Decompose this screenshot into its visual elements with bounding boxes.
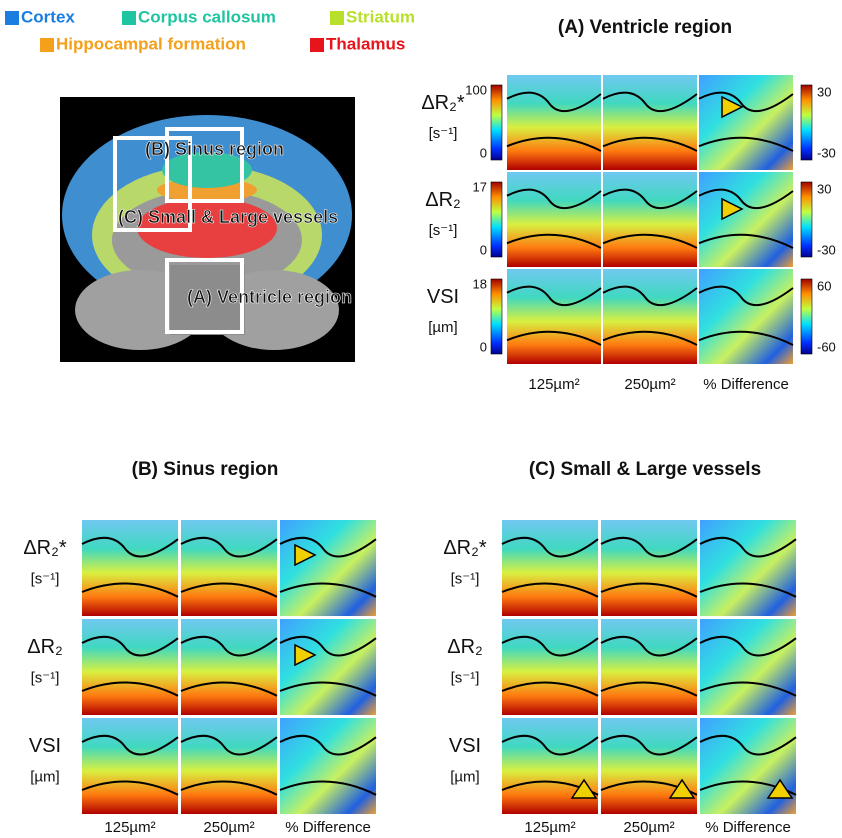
map-tile <box>280 619 376 715</box>
map-tile <box>502 520 598 616</box>
column-label: 125µm² <box>104 819 155 836</box>
row-unit: [s⁻¹] <box>429 125 458 142</box>
map-tile <box>82 520 178 616</box>
colorbar-min: 0 <box>480 145 487 160</box>
row-unit: [µm] <box>30 768 59 785</box>
colorbar-min: -30 <box>817 145 836 160</box>
row-label: VSI <box>427 286 459 308</box>
map-tile <box>181 520 277 616</box>
legend-label: Hippocampal formation <box>56 34 246 53</box>
colorbar-min: 0 <box>480 339 487 354</box>
legend-label: Thalamus <box>326 34 405 53</box>
legend-label: Striatum <box>346 7 415 26</box>
colorbar <box>801 279 812 354</box>
row-label: ΔR₂* <box>421 92 465 114</box>
map-tile <box>601 718 697 814</box>
legend-label: Cortex <box>21 7 75 26</box>
row-unit: [µm] <box>450 768 479 785</box>
row-unit: [s⁻¹] <box>429 222 458 239</box>
map-tile <box>603 75 697 170</box>
row-unit: [s⁻¹] <box>451 669 480 686</box>
row-label: VSI <box>449 735 481 757</box>
colorbar-min: 0 <box>480 242 487 257</box>
colorbar-min: -60 <box>817 339 836 354</box>
map-tile <box>699 269 793 364</box>
colorbar <box>491 279 502 354</box>
figure: Cortex Corpus callosum Striatum Hippocampal… <box>0 0 842 838</box>
map-tile <box>502 619 598 715</box>
map-tile <box>601 520 697 616</box>
legend-swatch <box>330 11 344 25</box>
map-tile <box>699 172 793 267</box>
panel-title: (C) Small & Large vessels <box>529 459 761 480</box>
colorbar-min: -30 <box>817 242 836 257</box>
legend-swatch <box>40 38 54 52</box>
column-label: 125µm² <box>524 819 575 836</box>
column-label: % Difference <box>285 819 371 836</box>
map-tile <box>181 619 277 715</box>
row-label: ΔR₂ <box>27 636 63 658</box>
legend-label: Corpus callosum <box>138 7 276 26</box>
column-label: % Difference <box>705 819 791 836</box>
overview-label: (C) Small & Large vessels <box>118 207 338 227</box>
brain-overview <box>60 97 355 362</box>
row-unit: [s⁻¹] <box>31 669 60 686</box>
panel-title: (B) Sinus region <box>132 459 279 480</box>
map-tile <box>502 718 598 814</box>
map-tile <box>700 619 796 715</box>
map-tile <box>603 172 697 267</box>
row-label: ΔR₂ <box>425 189 461 211</box>
column-label: 250µm² <box>203 819 254 836</box>
map-tile <box>507 269 601 364</box>
legend-swatch <box>122 11 136 25</box>
colorbar-max: 60 <box>817 278 831 293</box>
colorbar-max: 100 <box>465 82 487 97</box>
panel-title: (A) Ventricle region <box>558 17 732 38</box>
legend-swatch <box>5 11 19 25</box>
row-unit: [µm] <box>428 319 457 336</box>
column-label: 250µm² <box>624 376 675 393</box>
colorbar <box>801 182 812 257</box>
map-tile <box>601 619 697 715</box>
colorbar <box>491 182 502 257</box>
colorbar <box>801 85 812 160</box>
overview-label: (B) Sinus region <box>145 139 284 159</box>
map-tile <box>700 718 796 814</box>
map-tile <box>82 619 178 715</box>
map-tile <box>699 75 793 170</box>
map-tile <box>82 718 178 814</box>
map-tile <box>280 718 376 814</box>
map-tile <box>181 718 277 814</box>
row-unit: [s⁻¹] <box>451 570 480 587</box>
column-label: 250µm² <box>623 819 674 836</box>
column-label: 125µm² <box>528 376 579 393</box>
overview-label: (A) Ventricle region <box>187 287 352 307</box>
row-label: ΔR₂* <box>23 537 67 559</box>
colorbar-max: 18 <box>473 276 487 291</box>
colorbar-max: 17 <box>473 179 487 194</box>
colorbar-max: 30 <box>817 84 831 99</box>
row-label: ΔR₂* <box>443 537 487 559</box>
row-label: VSI <box>29 735 61 757</box>
colorbar-max: 30 <box>817 181 831 196</box>
column-label: % Difference <box>703 376 789 393</box>
map-tile <box>603 269 697 364</box>
legend-swatch <box>310 38 324 52</box>
row-unit: [s⁻¹] <box>31 570 60 587</box>
row-label: ΔR₂ <box>447 636 483 658</box>
map-tile <box>507 172 601 267</box>
map-tile <box>700 520 796 616</box>
colorbar <box>491 85 502 160</box>
map-tile <box>507 75 601 170</box>
map-tile <box>280 520 376 616</box>
